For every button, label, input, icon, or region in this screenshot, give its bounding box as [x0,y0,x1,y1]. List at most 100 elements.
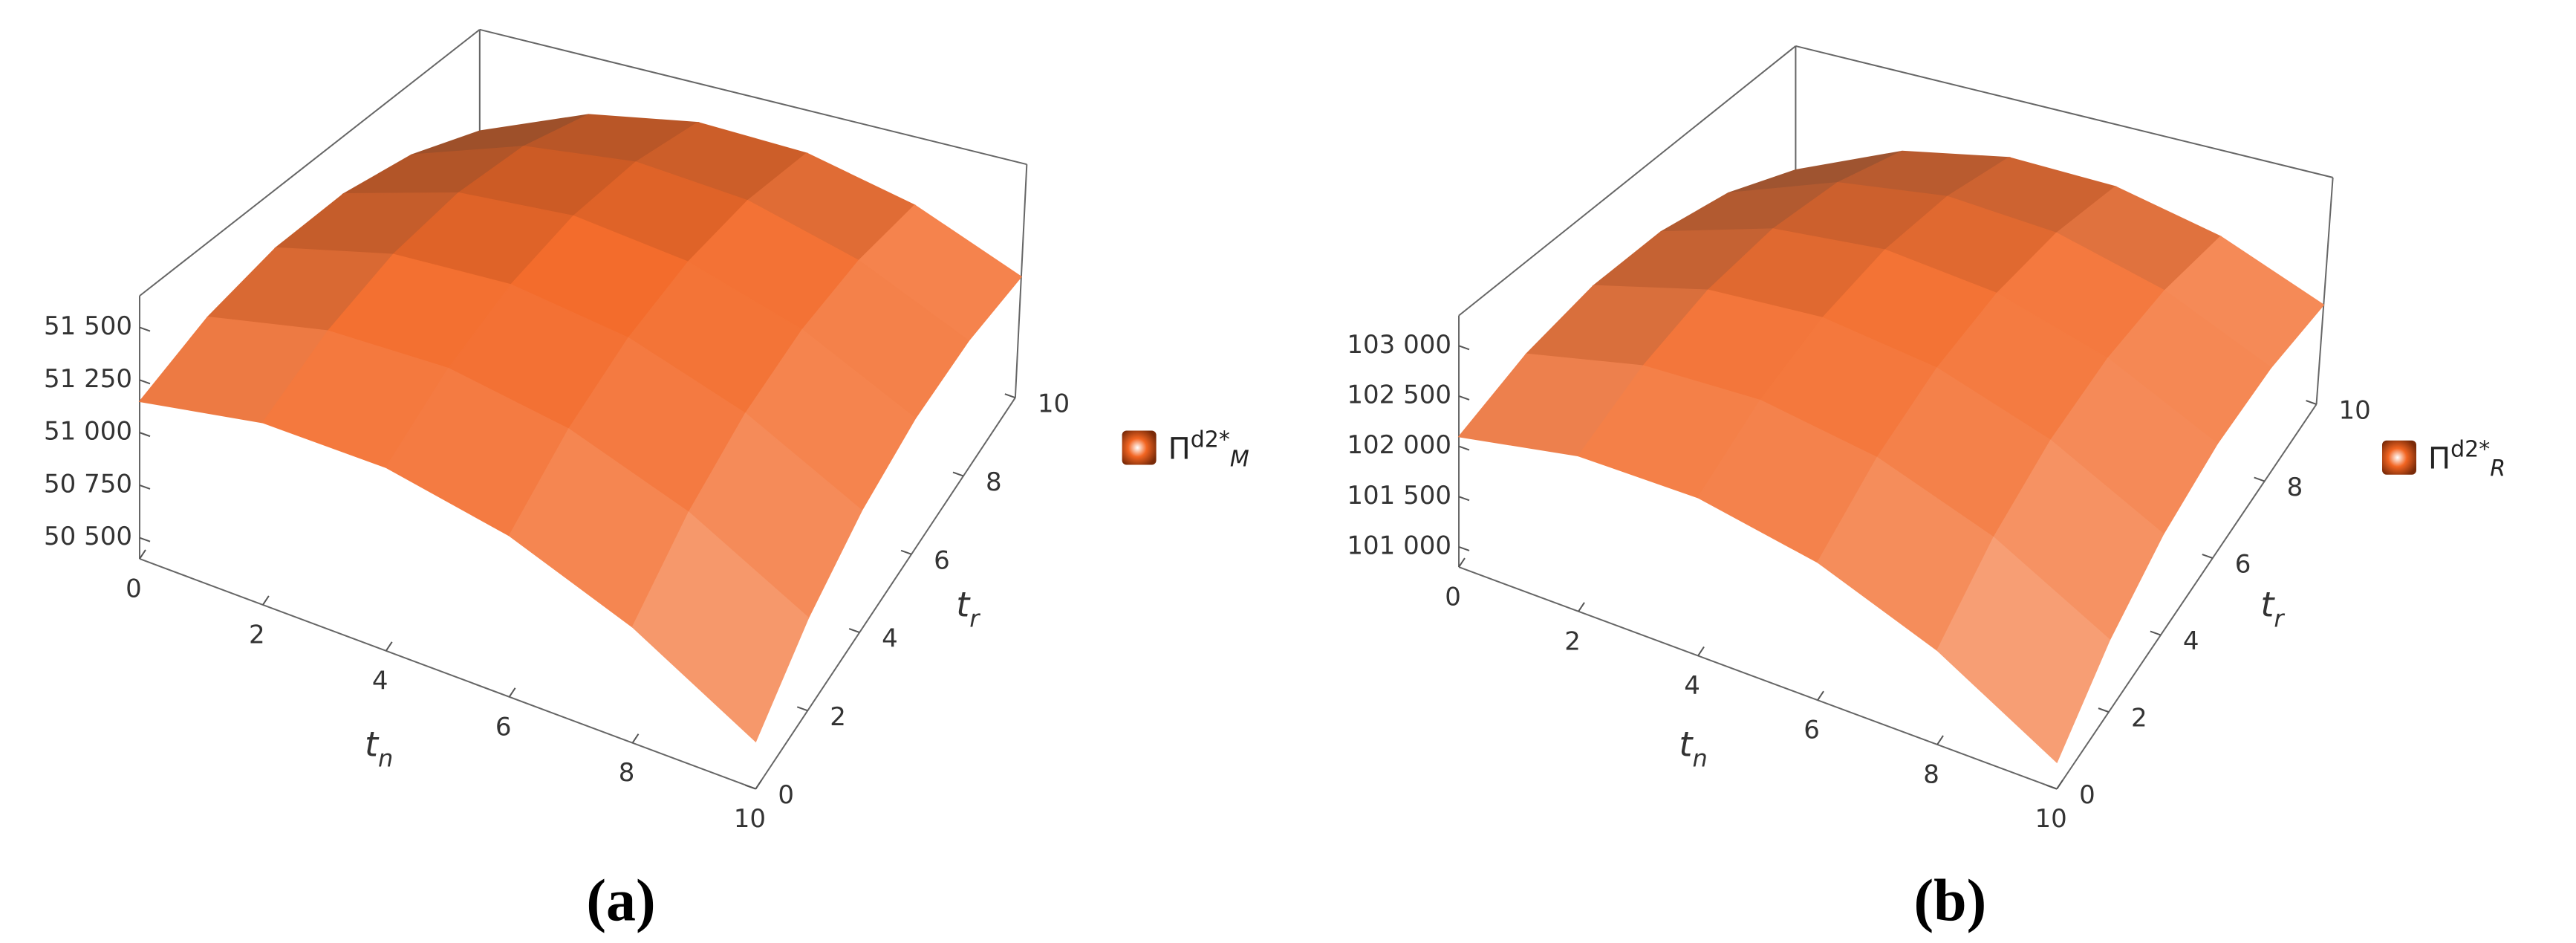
x-tick [385,641,393,652]
panel: 101 000 101 500 102 000 102 500 103 000 0 2 4 6 8… [1347,45,2505,934]
x-axis-label: tn [1679,724,1707,772]
z-tick [139,537,151,542]
box-edge [1458,45,1797,317]
x-tick-label: 0 [1445,583,1461,612]
panel: 50 500 50 750 51 000 51 250 51 500 0 2 4 6 8 10 0 2 4… [44,28,1249,934]
x-tick-label: 8 [1923,759,1939,789]
box-edge [2315,177,2334,405]
panel-label: (b) [1913,869,1986,934]
x-tick-label: 8 [619,758,635,788]
y-tick-label: 0 [778,780,794,810]
y-tick [745,784,756,790]
z-tick [139,379,151,385]
y-tick [2254,476,2265,482]
z-tick [139,326,151,332]
z-tick-label: 50 750 [44,469,132,499]
x-tick [1458,557,1466,568]
z-tick [1458,546,1470,551]
x-tick-label: 6 [1803,716,1820,745]
legend-swatch [1122,430,1157,465]
x-axis-label-symbol: t [1679,724,1694,764]
legend-label: Πd2*M [1168,427,1249,472]
z-tick [1458,395,1470,401]
box-edge [755,397,1016,790]
y-tick-label: 2 [830,702,846,732]
box-edge [479,28,1027,166]
surface-facet [631,511,810,743]
box-edge [139,558,756,790]
box-edge [139,29,481,296]
z-tick [1458,496,1470,502]
y-axis-label-subscript: r [2274,604,2285,632]
y-tick-label: 10 [2339,396,2371,426]
y-axis-label-symbol: t [2260,584,2275,624]
y-tick-label: 6 [2235,550,2251,580]
z-tick-label: 51 000 [44,417,132,447]
x-tick [1578,602,1585,612]
y-tick [2046,784,2058,790]
y-tick-label: 8 [2287,473,2303,502]
box-edge [2056,404,2318,790]
panel-label: (a) [586,869,655,934]
z-tick-label: 102 000 [1347,430,1451,460]
x-axis-label-subscript: n [1692,744,1707,772]
y-tick [796,706,808,712]
y-tick [2098,707,2110,713]
legend-superscript: d2* [2450,437,2490,463]
y-tick [1004,393,1016,399]
y-axis-label-symbol: t [956,584,971,624]
x-tick [2056,780,2063,790]
z-tick [139,484,151,490]
z-tick-label: 101 500 [1347,481,1451,511]
legend-swatch [2382,440,2417,475]
y-tick [848,628,860,634]
x-tick-label: 2 [1564,626,1581,656]
y-tick-label: 2 [2131,704,2147,733]
y-tick [2306,400,2317,406]
surface-facet [1936,536,2111,764]
box-edge [1795,45,2333,178]
box-edge [1458,566,2058,790]
x-axis-label-symbol: t [365,724,380,764]
legend-label: Πd2*R [2428,437,2505,482]
z-tick-label: 103 000 [1347,330,1451,360]
z-tick [1458,345,1470,351]
y-axis-label: tr [956,584,980,632]
y-tick [900,549,912,555]
z-tick-label: 102 500 [1347,380,1451,409]
x-tick-label: 10 [2035,804,2066,834]
y-tick-label: 6 [934,545,950,575]
z-tick [1458,445,1470,451]
x-tick [1936,735,1944,745]
legend-subscript: M [1230,446,1249,472]
y-tick-label: 8 [986,467,1002,497]
x-tick [755,780,763,790]
y-tick [952,471,964,477]
z-tick-label: 51 500 [44,311,132,341]
x-tick-label: 4 [1684,671,1700,701]
y-axis-label-subscript: r [969,604,980,632]
x-tick [1817,690,1824,701]
legend-symbol: Π [1168,432,1191,466]
z-tick-label: 101 000 [1347,531,1451,560]
x-tick-label: 6 [495,712,512,742]
y-tick-label: 4 [2183,626,2199,656]
y-axis-label: tr [2260,584,2285,632]
legend-superscript: d2* [1191,427,1230,453]
legend-subscript: R [2490,456,2505,482]
z-tick-label: 50 500 [44,522,132,551]
legend-symbol: Π [2428,442,2450,476]
x-tick [631,733,640,744]
z-tick-label: 51 250 [44,364,132,394]
x-tick [508,687,516,698]
box-edge [1014,164,1028,398]
x-axis-label-subscript: n [378,744,393,772]
x-tick-label: 2 [249,620,265,649]
x-axis-label: tn [365,724,393,772]
x-tick-label: 10 [734,804,766,834]
x-tick [139,549,146,560]
x-tick-label: 4 [372,666,388,696]
z-tick [139,432,151,438]
y-tick-label: 4 [882,624,898,654]
